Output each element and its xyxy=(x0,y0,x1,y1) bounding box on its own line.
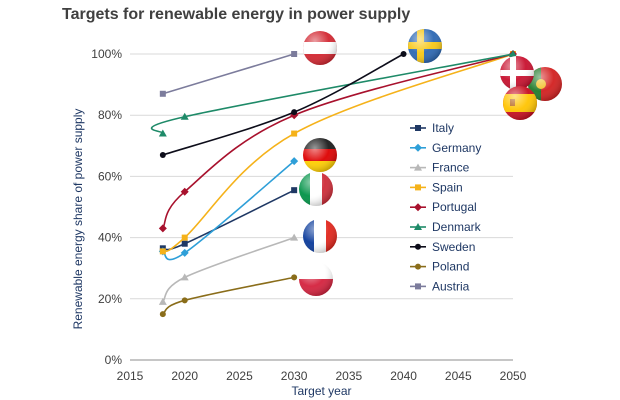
data-point-poland xyxy=(291,274,298,281)
austria-flag-icon xyxy=(303,31,337,65)
legend-item-germany: Germany xyxy=(410,141,481,155)
data-point-spain xyxy=(291,130,298,137)
legend-item-portugal: Portugal xyxy=(410,200,477,214)
legend-item-italy: Italy xyxy=(410,121,454,135)
data-point-portugal xyxy=(180,187,189,196)
data-point-austria xyxy=(159,90,166,97)
spain-flag-icon xyxy=(503,86,537,120)
legend-item-austria: Austria xyxy=(410,279,470,293)
x-axis-title: Target year xyxy=(291,384,351,398)
data-point-portugal xyxy=(158,224,167,233)
y-tick-label: 80% xyxy=(98,108,122,122)
data-point-spain xyxy=(159,248,166,255)
data-point-poland xyxy=(181,297,188,304)
x-tick-label: 2030 xyxy=(281,369,308,383)
series-line-italy xyxy=(162,189,295,251)
data-point-italy xyxy=(291,187,298,194)
series-sweden xyxy=(159,51,407,158)
data-point-germany xyxy=(290,157,299,166)
legend-item-spain: Spain xyxy=(410,180,463,194)
legend-label: Austria xyxy=(432,279,470,293)
data-point-sweden xyxy=(291,109,298,116)
legend-marker xyxy=(415,243,421,250)
data-point-france xyxy=(180,273,189,281)
legend-label: Italy xyxy=(432,121,454,135)
series-line-germany xyxy=(162,160,295,261)
y-tick-label: 20% xyxy=(98,292,122,306)
france-flag-icon xyxy=(303,219,337,253)
series-line-poland xyxy=(162,276,295,315)
x-tick-label: 2025 xyxy=(226,369,253,383)
y-tick-label: 100% xyxy=(91,47,122,61)
legend-marker xyxy=(414,223,422,230)
series-poland xyxy=(159,274,298,318)
series-denmark xyxy=(150,50,517,137)
x-tick-label: 2050 xyxy=(500,369,527,383)
data-point-sweden xyxy=(159,151,166,158)
x-tick-label: 2045 xyxy=(445,369,472,383)
series-line-portugal xyxy=(162,53,514,229)
data-point-france xyxy=(158,297,167,305)
series-line-spain xyxy=(162,53,514,253)
legend-marker xyxy=(415,184,421,191)
legend-marker xyxy=(415,283,421,290)
legend-label: Sweden xyxy=(432,240,475,254)
data-point-denmark xyxy=(158,129,167,137)
y-tick-label: 0% xyxy=(105,353,123,367)
series-austria xyxy=(159,51,298,97)
legend-label: Denmark xyxy=(432,220,482,234)
y-tick-label: 60% xyxy=(98,169,122,183)
data-point-denmark xyxy=(180,112,189,120)
x-tick-label: 2015 xyxy=(117,369,144,383)
legend-label: Germany xyxy=(432,141,481,155)
data-point-poland xyxy=(159,311,166,318)
legend-item-sweden: Sweden xyxy=(410,240,475,254)
x-tick-label: 2040 xyxy=(390,369,417,383)
chart-title: Targets for renewable energy in power su… xyxy=(62,6,411,23)
series-france xyxy=(158,233,299,305)
series-line-france xyxy=(162,236,295,303)
data-point-germany xyxy=(180,248,189,257)
legend-marker xyxy=(415,263,421,270)
data-point-sweden xyxy=(400,51,407,57)
series-line-austria xyxy=(162,53,295,95)
data-point-austria xyxy=(291,51,298,57)
legend-item-france: France xyxy=(410,161,470,175)
legend-item-denmark: Denmark xyxy=(410,220,482,234)
legend-label: Poland xyxy=(432,260,469,274)
x-tick-label: 2035 xyxy=(336,369,363,383)
legend-label: France xyxy=(432,161,470,175)
italy-flag-icon xyxy=(299,172,333,206)
data-point-spain xyxy=(181,234,188,241)
legend-marker xyxy=(415,125,421,131)
series-line-denmark xyxy=(150,53,514,135)
legend-marker xyxy=(414,203,422,212)
sweden-flag-icon xyxy=(408,29,442,63)
data-point-denmark xyxy=(509,50,517,57)
y-axis-title: Renewable energy share of power supply xyxy=(71,109,85,330)
denmark-flag-icon xyxy=(500,56,534,90)
legend-label: Portugal xyxy=(432,200,477,214)
germany-flag-icon xyxy=(303,138,337,172)
x-tick-label: 2020 xyxy=(171,369,198,383)
legend-marker xyxy=(414,163,422,171)
y-tick-label: 40% xyxy=(98,231,122,245)
data-point-italy xyxy=(181,240,188,247)
legend-marker xyxy=(414,143,422,152)
data-point-france xyxy=(290,233,299,241)
legend-item-poland: Poland xyxy=(410,260,469,274)
legend-label: Spain xyxy=(432,180,463,194)
poland-flag-icon xyxy=(299,262,333,296)
